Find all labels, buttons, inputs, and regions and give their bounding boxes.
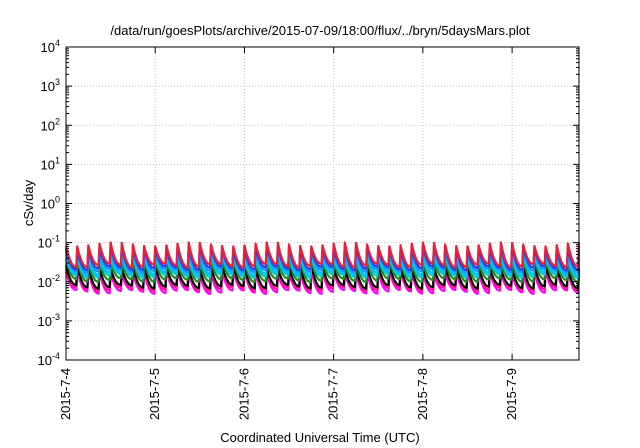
series-line-9 — [64, 241, 581, 269]
grid-layer — [66, 47, 579, 360]
y-tick-label: 100 — [41, 195, 60, 212]
y-tick-label: 103 — [41, 77, 60, 94]
y-tick-label: 10-3 — [38, 312, 60, 329]
x-tick-label: 2015-7-7 — [326, 368, 341, 420]
y-tick-label: 104 — [41, 38, 60, 55]
x-axis-label: Coordinated Universal Time (UTC) — [220, 430, 419, 445]
y-tick-label: 10-1 — [38, 234, 60, 251]
x-tick-label: 2015-7-5 — [147, 368, 162, 420]
x-tick-label: 2015-7-8 — [415, 368, 430, 420]
chart-title: /data/run/goesPlots/archive/2015-07-09/1… — [110, 23, 530, 38]
plot-frame — [65, 46, 580, 361]
x-tick-label: 2015-7-4 — [58, 368, 73, 420]
y-tick-label: 10-2 — [38, 273, 60, 290]
series-layer — [64, 241, 581, 295]
x-tick-label: 2015-7-6 — [236, 368, 251, 420]
x-tick-label: 2015-7-9 — [504, 368, 519, 420]
y-tick-label: 101 — [41, 155, 60, 172]
y-tick-label: 102 — [41, 116, 60, 133]
y-tick-label: 10-4 — [38, 351, 60, 368]
tick-layer: 10-4 10-3 10-2 10-1 100 101 102 103 104 2015-7-4 2… — [38, 38, 579, 420]
y-axis-label: cSv/day — [21, 179, 36, 226]
